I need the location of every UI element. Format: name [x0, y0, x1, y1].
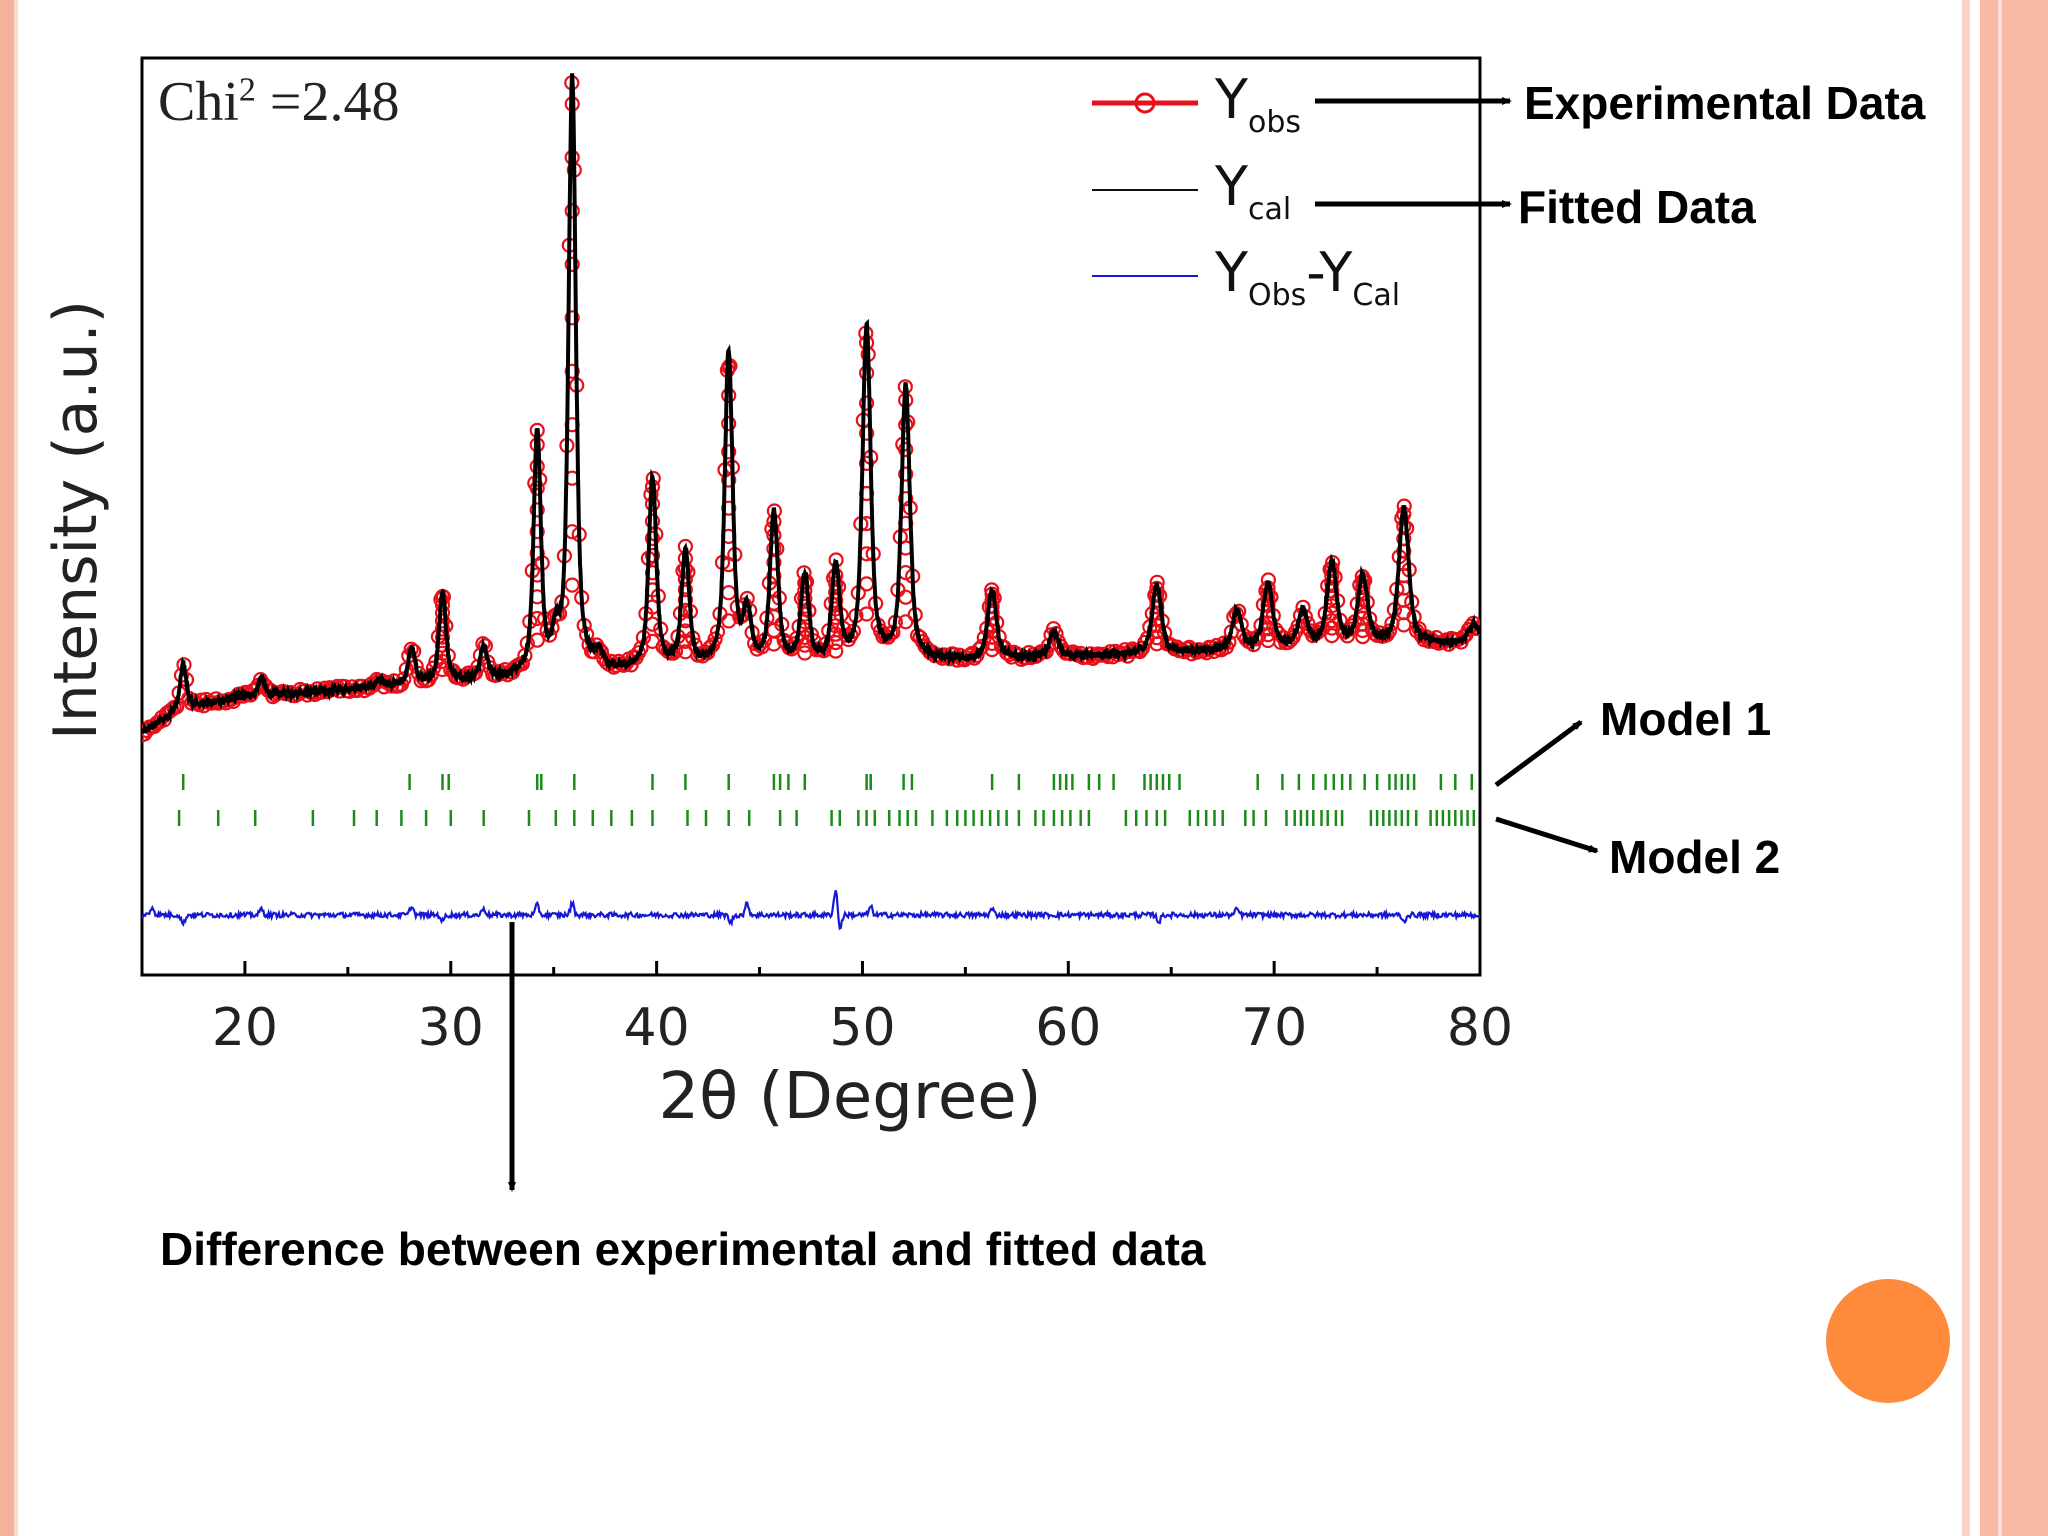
- observed-point: [677, 581, 694, 598]
- label-model-1: Model 1: [1600, 693, 1772, 745]
- observed-point: [564, 310, 580, 326]
- label-fitted-data: Fitted Data: [1518, 181, 1756, 233]
- observed-point: [529, 632, 545, 648]
- observed-point: [858, 606, 875, 622]
- observed-point: [828, 576, 844, 592]
- difference-curve-group: [142, 890, 1480, 931]
- x-tick-label: 50: [829, 998, 895, 1058]
- observed-point: [797, 645, 813, 661]
- observed-point: [644, 547, 661, 564]
- observed-point: [898, 491, 914, 507]
- bragg-ticks: [177, 774, 1476, 826]
- observed-point: [984, 586, 1000, 602]
- label-model-2: Model 2: [1609, 831, 1781, 883]
- observed-point: [529, 480, 545, 496]
- observed-point: [644, 530, 661, 547]
- observed-point: [898, 441, 914, 458]
- observed-point: [828, 584, 844, 600]
- x-tick-label: 70: [1241, 998, 1307, 1058]
- observed-point: [721, 613, 737, 629]
- right-frame-gap: [1970, 0, 1980, 1536]
- observed-point: [898, 466, 914, 482]
- observed-point: [529, 502, 545, 518]
- difference-curve: [142, 890, 1480, 931]
- observed-point: [858, 395, 875, 411]
- observed-point: [898, 614, 914, 630]
- calculated-curve-group: [142, 73, 1480, 734]
- observed-point: [797, 598, 813, 614]
- x-tick-label: 40: [624, 998, 690, 1058]
- observed-point: [677, 644, 694, 660]
- right-frame-highlight: [1998, 0, 2002, 1536]
- observed-point: [142, 727, 150, 743]
- x-tick-label: 30: [418, 998, 484, 1058]
- label-experimental-data: Experimental Data: [1524, 77, 1926, 129]
- observed-point: [529, 523, 545, 540]
- y-axis-label: Intensity (a.u.): [41, 300, 111, 740]
- x-tick-label: 60: [1035, 998, 1101, 1058]
- chi-square-annotation: Chi2 =2.48: [158, 71, 400, 133]
- observed-point: [1260, 627, 1276, 643]
- x-axis-label: 2θ (Degree): [658, 1060, 1041, 1134]
- observed-point: [677, 592, 694, 608]
- arrow-model1: [1494, 719, 1583, 788]
- observed-point: [751, 637, 768, 653]
- observed-point: [828, 634, 844, 651]
- observed-point: [644, 633, 661, 650]
- observed-point: [1260, 632, 1276, 649]
- observed-point: [434, 613, 451, 629]
- observed-point: [797, 637, 813, 653]
- observed-point: [396, 671, 412, 687]
- arrow-model2: [1495, 816, 1599, 854]
- calculated-curve: [142, 73, 1480, 734]
- x-tick-label: 80: [1447, 998, 1513, 1058]
- x-axis: 20 30 40 50 60 70 80: [140, 961, 1513, 1058]
- observed-point: [1324, 627, 1340, 644]
- plot-frame: [140, 56, 1482, 977]
- observed-point: [564, 577, 580, 593]
- observed-point: [721, 416, 737, 432]
- legend-obs-marker: [1134, 92, 1156, 114]
- legend-diff-label: YObs-YCal: [1214, 241, 1400, 313]
- x-tick-label: 20: [212, 998, 278, 1058]
- left-frame-stripe: [14, 0, 18, 1536]
- observed-point: [644, 513, 661, 529]
- observed-point: [1324, 620, 1340, 636]
- right-frame-stripe: [1962, 0, 1970, 1536]
- observed-point: [797, 590, 813, 607]
- observed-point: [828, 592, 844, 609]
- right-frame-border: [1980, 0, 2048, 1536]
- observed-point: [564, 363, 580, 379]
- left-frame-border: [0, 0, 14, 1536]
- observed-point: [858, 425, 875, 441]
- observed-point: [797, 583, 813, 599]
- legend-cal-label: Ycal: [1214, 155, 1291, 227]
- observed-point: [721, 472, 737, 488]
- observed-point: [1355, 579, 1371, 596]
- observed-point: [677, 571, 694, 587]
- observed-point: [564, 203, 580, 219]
- orange-accent-circle: [1826, 1279, 1950, 1403]
- observed-point: [1324, 575, 1340, 592]
- observed-point: [1149, 580, 1165, 597]
- label-difference: Difference between experimental and fitt…: [160, 1223, 1206, 1275]
- observed-point: [721, 444, 737, 460]
- legend: Yobs Ycal YObs-YCal: [1092, 68, 1400, 313]
- observed-point: [858, 455, 875, 471]
- observed-point: [541, 627, 558, 643]
- observed-point: [434, 621, 451, 637]
- observed-point: [564, 256, 580, 272]
- observed-point: [1260, 592, 1276, 608]
- observed-point: [434, 629, 451, 645]
- legend-obs-label: Yobs: [1214, 68, 1301, 140]
- observed-point: [828, 643, 844, 659]
